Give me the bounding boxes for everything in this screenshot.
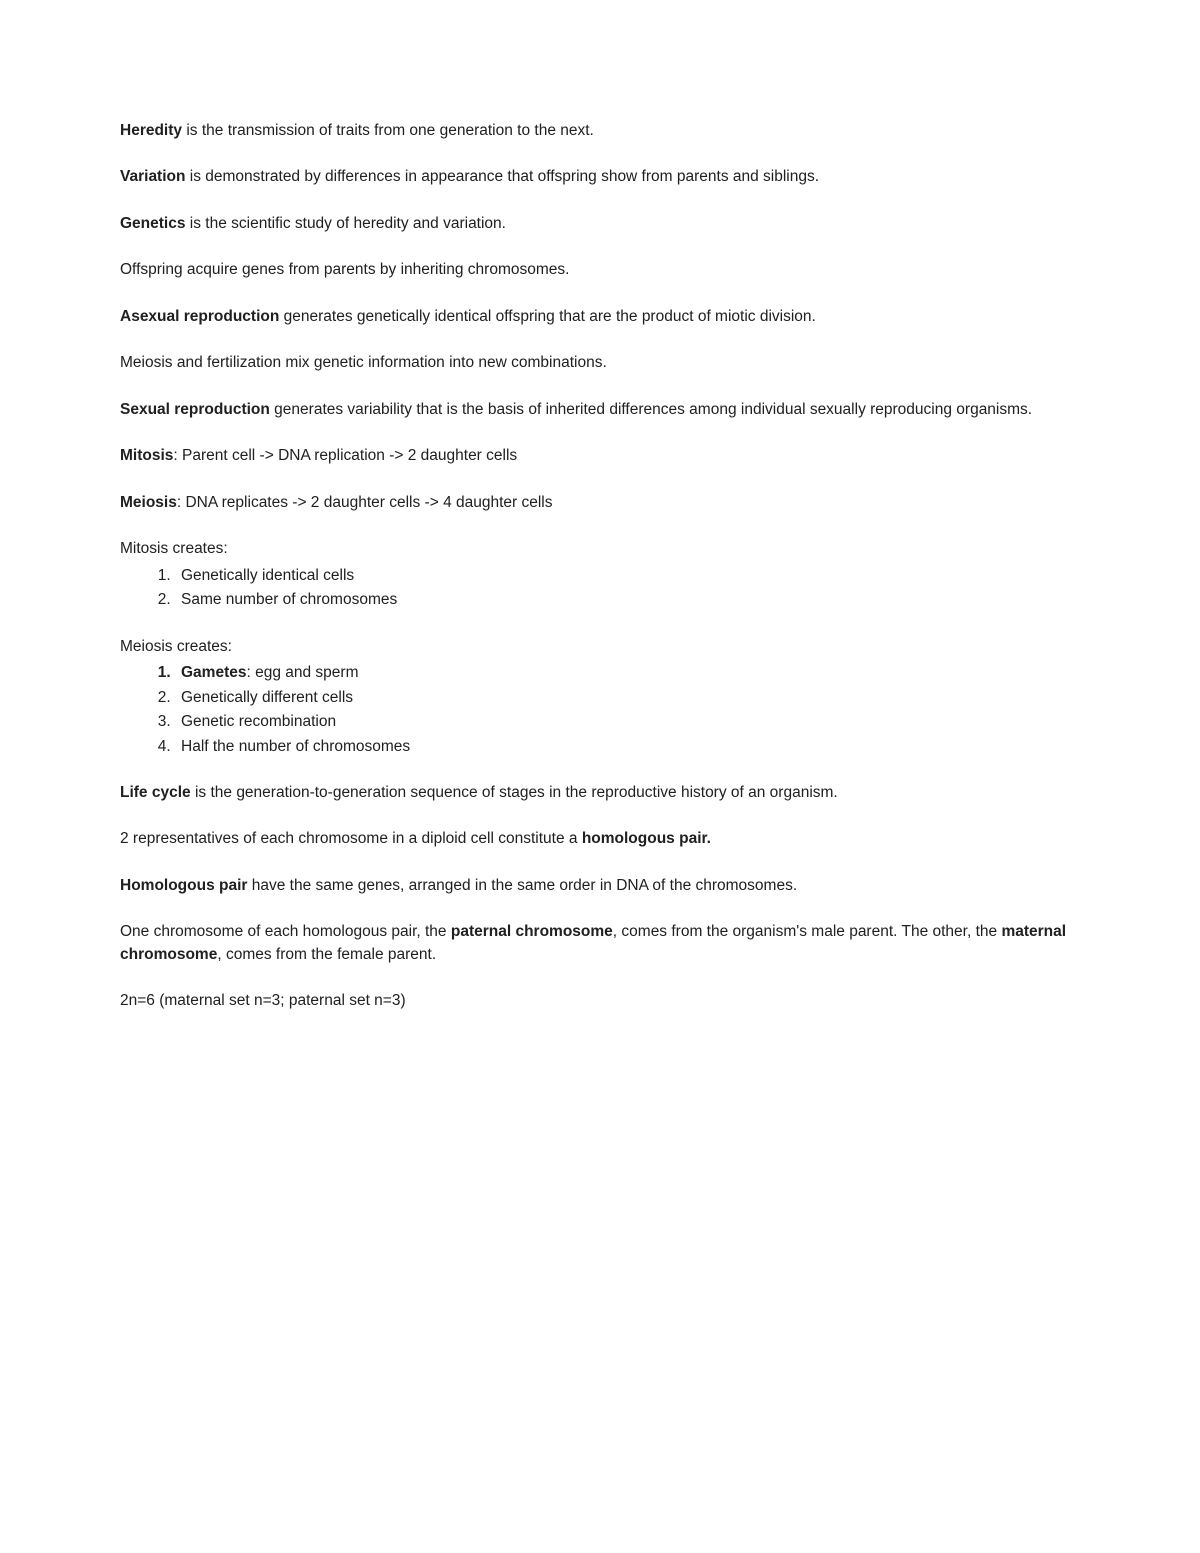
term-genetics: Genetics [120, 215, 185, 232]
heading-mitosis-creates: Mitosis creates: [120, 538, 1080, 560]
paragraph-heredity: Heredity is the transmission of traits f… [120, 120, 1080, 142]
list-item: Genetically identical cells [175, 565, 1080, 587]
heading-meiosis-creates: Meiosis creates: [120, 636, 1080, 658]
list-mitosis: Genetically identical cells Same number … [120, 565, 1080, 612]
text-part2: , comes from the organism's male parent.… [613, 923, 1002, 940]
text-meiosis-fert: Meiosis and fertilization mix genetic in… [120, 354, 607, 371]
term-sexual: Sexual reproduction [120, 401, 270, 418]
paragraph-homologous-def: Homologous pair have the same genes, arr… [120, 875, 1080, 897]
text-2n6: 2n=6 (maternal set n=3; paternal set n=3… [120, 992, 406, 1009]
paragraph-2n6: 2n=6 (maternal set n=3; paternal set n=3… [120, 990, 1080, 1012]
paragraph-meiosis: Meiosis: DNA replicates -> 2 daughter ce… [120, 492, 1080, 514]
def-genetics: is the scientific study of heredity and … [185, 215, 506, 232]
term-asexual: Asexual reproduction [120, 308, 279, 325]
def-sexual: generates variability that is the basis … [270, 401, 1032, 418]
paragraph-meiosis-fert: Meiosis and fertilization mix genetic in… [120, 352, 1080, 374]
paragraph-variation: Variation is demonstrated by differences… [120, 166, 1080, 188]
def-meiosis: : DNA replicates -> 2 daughter cells -> … [177, 494, 553, 511]
list-item: Genetic recombination [175, 711, 1080, 733]
term-homologous: Homologous pair [120, 877, 247, 894]
term-variation: Variation [120, 168, 185, 185]
paragraph-offspring: Offspring acquire genes from parents by … [120, 259, 1080, 281]
def-lifecycle: is the generation-to-generation sequence… [191, 784, 838, 801]
paragraph-homologous-intro: 2 representatives of each chromosome in … [120, 828, 1080, 850]
text-part3: , comes from the female parent. [217, 946, 436, 963]
text-homologous-intro: 2 representatives of each chromosome in … [120, 830, 582, 847]
term-gametes: Gametes [181, 664, 246, 681]
term-heredity: Heredity [120, 122, 182, 139]
def-heredity: is the transmission of traits from one g… [182, 122, 594, 139]
text-offspring: Offspring acquire genes from parents by … [120, 261, 569, 278]
paragraph-asexual: Asexual reproduction generates genetical… [120, 306, 1080, 328]
paragraph-genetics: Genetics is the scientific study of here… [120, 213, 1080, 235]
paragraph-lifecycle: Life cycle is the generation-to-generati… [120, 782, 1080, 804]
def-homologous: have the same genes, arranged in the sam… [247, 877, 797, 894]
paragraph-sexual: Sexual reproduction generates variabilit… [120, 399, 1080, 421]
list-item: Gametes: egg and sperm [175, 662, 1080, 684]
text-part1: One chromosome of each homologous pair, … [120, 923, 451, 940]
def-mitosis: : Parent cell -> DNA replication -> 2 da… [173, 447, 517, 464]
paragraph-mitosis: Mitosis: Parent cell -> DNA replication … [120, 445, 1080, 467]
list-item: Half the number of chromosomes [175, 736, 1080, 758]
text-mitosis-creates: Mitosis creates: [120, 540, 228, 557]
term-mitosis: Mitosis [120, 447, 173, 464]
def-variation: is demonstrated by differences in appear… [185, 168, 819, 185]
list-item: Genetically different cells [175, 687, 1080, 709]
def-gametes: : egg and sperm [246, 664, 358, 681]
text-meiosis-creates: Meiosis creates: [120, 638, 232, 655]
term-lifecycle: Life cycle [120, 784, 191, 801]
term-homologous-pair: homologous pair. [582, 830, 711, 847]
paragraph-paternal-maternal: One chromosome of each homologous pair, … [120, 921, 1080, 966]
list-meiosis: Gametes: egg and sperm Genetically diffe… [120, 662, 1080, 758]
def-asexual: generates genetically identical offsprin… [279, 308, 816, 325]
term-paternal: paternal chromosome [451, 923, 613, 940]
list-item: Same number of chromosomes [175, 589, 1080, 611]
term-meiosis: Meiosis [120, 494, 177, 511]
